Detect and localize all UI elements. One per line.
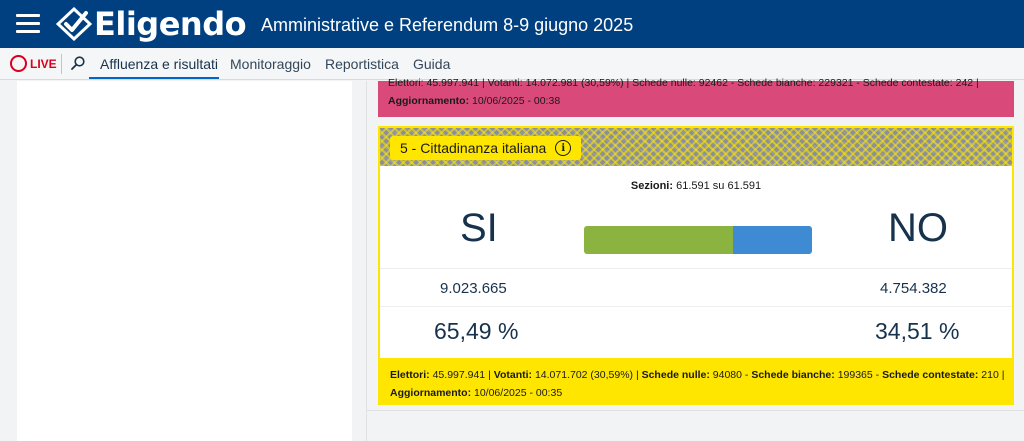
schede-contestate-value: 210 bbox=[981, 369, 999, 381]
tab-reportistica[interactable]: Reportistica bbox=[325, 56, 399, 72]
elettori-value: 45.997.941 bbox=[432, 369, 486, 381]
no-label: NO bbox=[888, 206, 948, 250]
si-percentage: 65,49 % bbox=[434, 318, 519, 344]
row-divider bbox=[380, 306, 1012, 307]
hamburger-menu-icon[interactable] bbox=[16, 14, 40, 34]
votanti-value: 14.071.702 (30,59%) bbox=[534, 369, 634, 381]
question-title-badge: 5 - Cittadinanza italiana i bbox=[390, 136, 582, 160]
prev-card-stats: Elettori: 45.997.941 | Votanti: 14.072.9… bbox=[388, 77, 979, 89]
si-votes: 9.023.665 bbox=[440, 280, 507, 297]
card-results: Sezioni: 61.591 su 61.591 SI NO 9.023.66… bbox=[380, 166, 1012, 358]
prev-card-update: Aggiornamento: 10/06/2025 - 00:38 bbox=[388, 95, 561, 107]
bar-si-segment bbox=[584, 226, 734, 254]
schede-bianche-value: 199365 bbox=[837, 369, 873, 381]
referendum-card-5: 5 - Cittadinanza italiana i Sezioni: 61.… bbox=[378, 126, 1014, 405]
search-icon[interactable] bbox=[70, 55, 86, 71]
row-divider bbox=[380, 268, 1012, 269]
schede-nulle-value: 94080 bbox=[712, 369, 742, 381]
tab-monitoraggio[interactable]: Monitoraggio bbox=[230, 56, 311, 72]
eligendo-logo-icon bbox=[56, 7, 92, 41]
si-label: SI bbox=[460, 206, 498, 250]
left-panel bbox=[17, 81, 352, 441]
info-icon[interactable]: i bbox=[555, 140, 572, 156]
live-circle-icon bbox=[10, 55, 27, 72]
card-footer-stats: Elettori: 45.997.941 | Votanti: 14.071.7… bbox=[390, 369, 1005, 399]
bar-no-segment bbox=[733, 226, 812, 254]
active-tab-indicator bbox=[89, 77, 219, 79]
tab-affluenza-risultati[interactable]: Affluenza e risultati bbox=[100, 56, 219, 72]
brand-name: Eligendo bbox=[94, 5, 247, 43]
sezioni-count: Sezioni: 61.591 su 61.591 bbox=[630, 180, 762, 192]
question-title: 5 - Cittadinanza italiana bbox=[400, 140, 547, 156]
page-title: Amministrative e Referendum 8-9 giugno 2… bbox=[261, 15, 634, 35]
brand-logo[interactable]: Eligendo bbox=[56, 5, 247, 43]
no-votes: 4.754.382 bbox=[880, 280, 947, 297]
aggiornamento-value: 10/06/2025 - 00:35 bbox=[474, 387, 563, 399]
panel-divider bbox=[366, 81, 367, 441]
main-nav: LIVE Affluenza e risultati Monitoraggio … bbox=[0, 48, 1024, 80]
content-bottom-divider bbox=[366, 410, 1024, 411]
result-bar bbox=[584, 226, 812, 254]
nav-separator bbox=[61, 54, 62, 74]
referendum-card-4: Elettori: 45.997.941 | Votanti: 14.072.9… bbox=[378, 77, 1014, 117]
tab-guida[interactable]: Guida bbox=[413, 56, 451, 72]
live-button[interactable]: LIVE bbox=[10, 55, 57, 72]
card-header: 5 - Cittadinanza italiana i bbox=[380, 128, 1012, 166]
app-header: Eligendo Amministrative e Referendum 8-9… bbox=[0, 0, 1024, 48]
live-label: LIVE bbox=[30, 56, 57, 71]
no-percentage: 34,51 % bbox=[875, 318, 960, 344]
